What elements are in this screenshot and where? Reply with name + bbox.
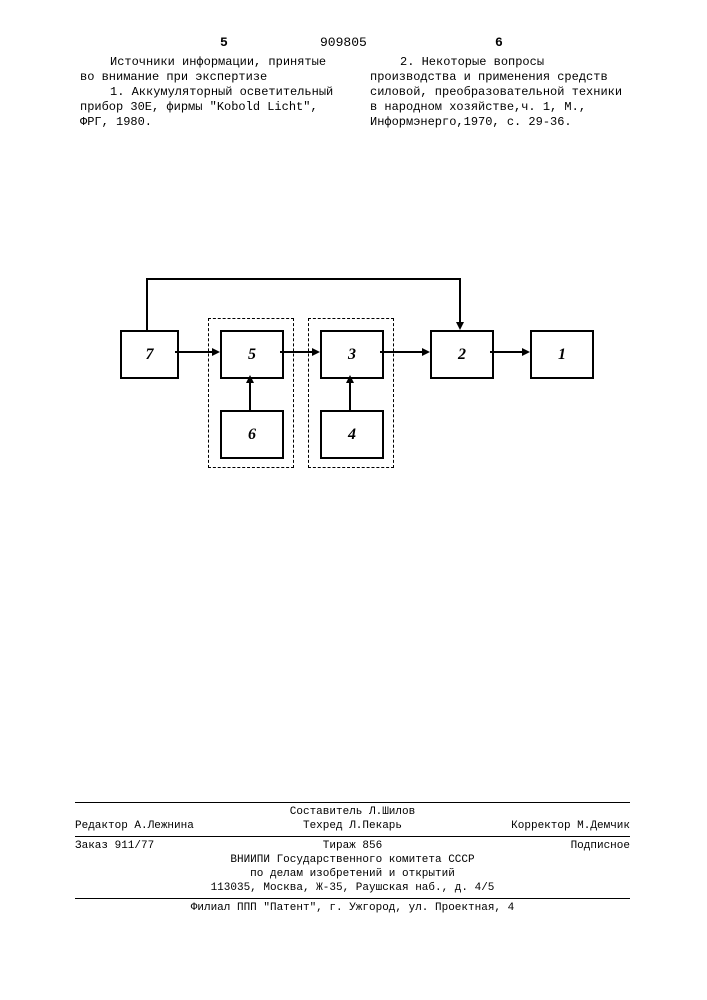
edge-5-3 — [280, 351, 312, 353]
page-number-right: 6 — [495, 35, 503, 50]
colophon: Составитель Л.Шилов Редактор А.Лежнина Т… — [75, 800, 630, 915]
node-2-label: 2 — [458, 346, 466, 364]
node-3: 3 — [320, 330, 384, 379]
corrector-line: Корректор М.Демчик — [445, 819, 630, 833]
org-line-1: ВНИИПИ Государственного комитета СССР — [75, 853, 630, 867]
node-6: 6 — [220, 410, 284, 459]
editor-line: Редактор А.Лежнина — [75, 819, 260, 833]
address-line-2: Филиал ППП "Патент", г. Ужгород, ул. Про… — [75, 901, 630, 915]
arrow-icon — [312, 348, 320, 356]
page-number-left: 5 — [220, 35, 228, 50]
arrow-icon — [522, 348, 530, 356]
left-column: Источники информации, принятые во вниман… — [80, 55, 345, 130]
edge-7-across — [146, 278, 460, 280]
arrow-icon — [422, 348, 430, 356]
subscription-line: Подписное — [445, 839, 630, 853]
edge-7-5 — [175, 351, 212, 353]
right-column: 2. Некоторые вопросы производства и прим… — [370, 55, 635, 130]
compiler-line: Составитель Л.Шилов — [260, 805, 445, 819]
edge-4-3 — [349, 383, 351, 410]
org-line-2: по делам изобретений и открытий — [75, 867, 630, 881]
circulation-line: Тираж 856 — [260, 839, 445, 853]
edge-2-1 — [490, 351, 522, 353]
edge-7-down — [459, 278, 461, 322]
node-7: 7 — [120, 330, 179, 379]
arrow-icon — [456, 322, 464, 330]
node-7-label: 7 — [146, 346, 154, 364]
arrow-icon — [246, 375, 254, 383]
edge-3-2 — [380, 351, 422, 353]
node-1: 1 — [530, 330, 594, 379]
node-4-label: 4 — [348, 426, 356, 444]
edge-7-up — [146, 278, 148, 330]
node-1-label: 1 — [558, 346, 566, 364]
address-line-1: 113035, Москва, Ж-35, Раушская наб., д. … — [75, 881, 630, 895]
left-p1: Источники информации, принятые во вниман… — [80, 55, 345, 85]
node-4: 4 — [320, 410, 384, 459]
right-p1: 2. Некоторые вопросы производства и прим… — [370, 55, 635, 130]
node-5-label: 5 — [248, 346, 256, 364]
node-5: 5 — [220, 330, 284, 379]
order-line: Заказ 911/77 — [75, 839, 260, 853]
arrow-icon — [346, 375, 354, 383]
edge-6-5 — [249, 383, 251, 410]
document-number: 909805 — [320, 35, 367, 50]
left-p2: 1. Аккумуляторный осветительный прибор 3… — [80, 85, 345, 130]
block-diagram: 7 5 6 3 4 2 1 — [120, 260, 590, 490]
node-3-label: 3 — [348, 346, 356, 364]
node-6-label: 6 — [248, 426, 256, 444]
arrow-icon — [212, 348, 220, 356]
node-2: 2 — [430, 330, 494, 379]
techred-line: Техред Л.Пекарь — [260, 819, 445, 833]
